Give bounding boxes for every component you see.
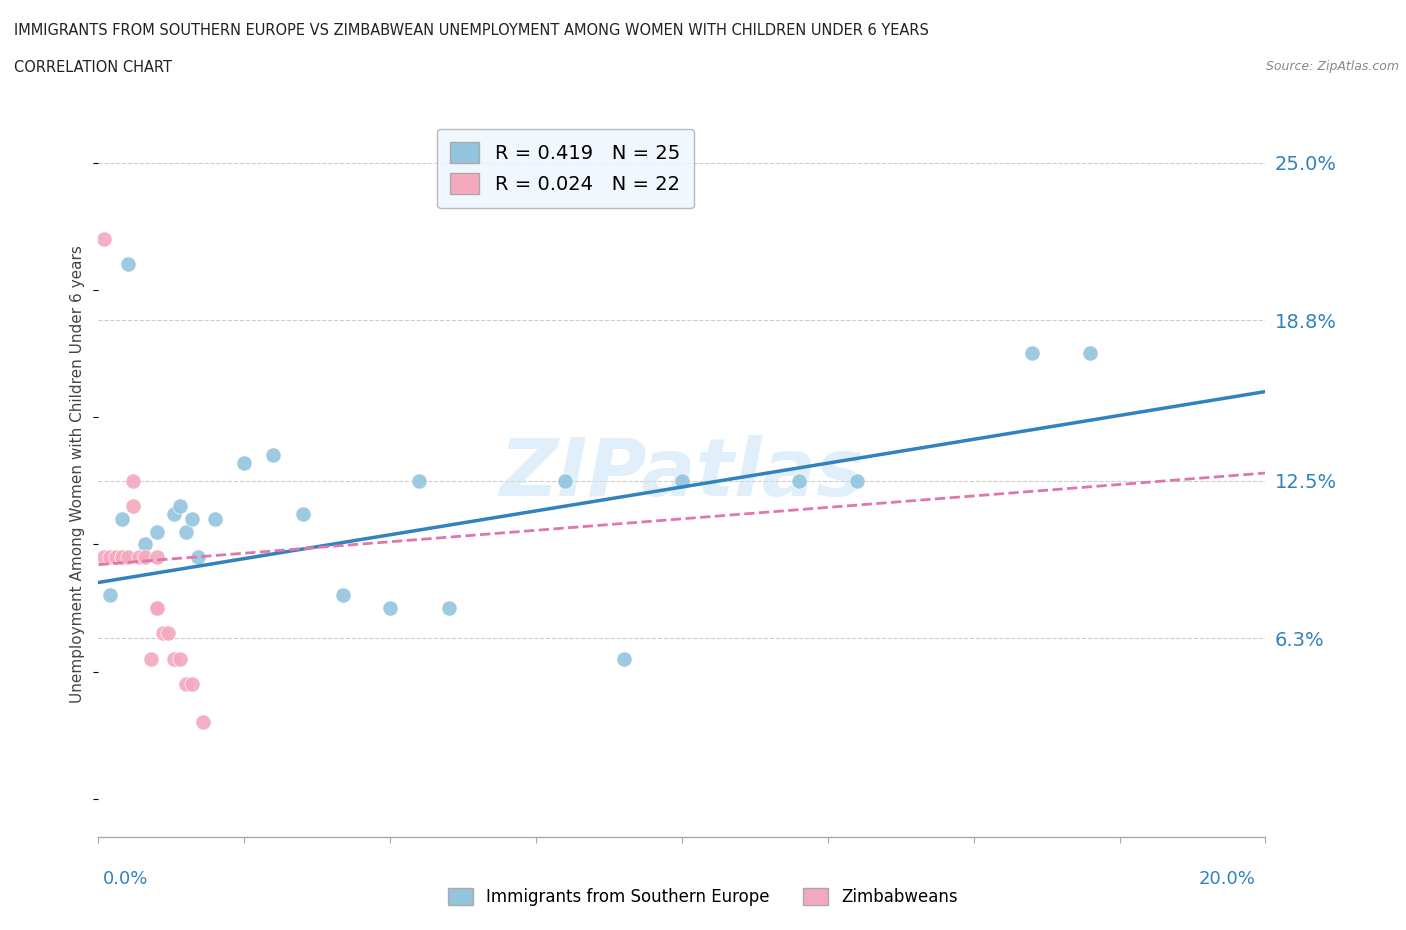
Point <box>163 651 186 666</box>
Point <box>1021 346 1043 361</box>
Point <box>380 601 402 616</box>
Legend: Immigrants from Southern Europe, Zimbabweans: Immigrants from Southern Europe, Zimbabw… <box>441 881 965 912</box>
Point <box>122 473 145 488</box>
Point <box>93 550 115 565</box>
Point <box>169 498 191 513</box>
Point <box>180 512 202 526</box>
Point <box>146 525 169 539</box>
Text: IMMIGRANTS FROM SOUTHERN EUROPE VS ZIMBABWEAN UNEMPLOYMENT AMONG WOMEN WITH CHIL: IMMIGRANTS FROM SOUTHERN EUROPE VS ZIMBA… <box>14 23 929 38</box>
Point <box>187 550 209 565</box>
Point <box>117 257 139 272</box>
Point <box>128 550 150 565</box>
Text: Source: ZipAtlas.com: Source: ZipAtlas.com <box>1265 60 1399 73</box>
Point <box>104 550 127 565</box>
Point <box>139 651 162 666</box>
Text: 0.0%: 0.0% <box>103 870 148 888</box>
Point <box>169 651 191 666</box>
Text: 20.0%: 20.0% <box>1199 870 1256 888</box>
Point <box>671 473 693 488</box>
Point <box>291 506 314 521</box>
Point <box>332 588 354 603</box>
Point <box>152 626 174 641</box>
Point <box>233 456 256 471</box>
Point <box>262 447 284 462</box>
Point <box>554 473 576 488</box>
Point <box>204 512 226 526</box>
Point <box>437 601 460 616</box>
Point <box>180 677 202 692</box>
Point <box>93 232 115 246</box>
Point <box>111 512 134 526</box>
Point <box>193 715 215 730</box>
Point <box>612 651 634 666</box>
Legend: R = 0.419   N = 25, R = 0.024   N = 22: R = 0.419 N = 25, R = 0.024 N = 22 <box>437 128 693 208</box>
Point <box>134 537 156 551</box>
Point <box>146 601 169 616</box>
Point <box>408 473 430 488</box>
Point <box>146 601 169 616</box>
Point <box>111 550 134 565</box>
Point <box>1080 346 1102 361</box>
Point <box>111 550 134 565</box>
Text: CORRELATION CHART: CORRELATION CHART <box>14 60 172 75</box>
Point <box>117 550 139 565</box>
Point <box>846 473 869 488</box>
Text: ZIPatlas: ZIPatlas <box>499 435 865 513</box>
Point <box>134 550 156 565</box>
Point <box>122 498 145 513</box>
Point <box>98 550 121 565</box>
Point <box>174 525 197 539</box>
Point <box>174 677 197 692</box>
Point <box>163 506 186 521</box>
Point <box>146 550 169 565</box>
Point <box>157 626 180 641</box>
Point <box>787 473 810 488</box>
Y-axis label: Unemployment Among Women with Children Under 6 years: Unemployment Among Women with Children U… <box>70 246 86 703</box>
Point <box>98 588 121 603</box>
